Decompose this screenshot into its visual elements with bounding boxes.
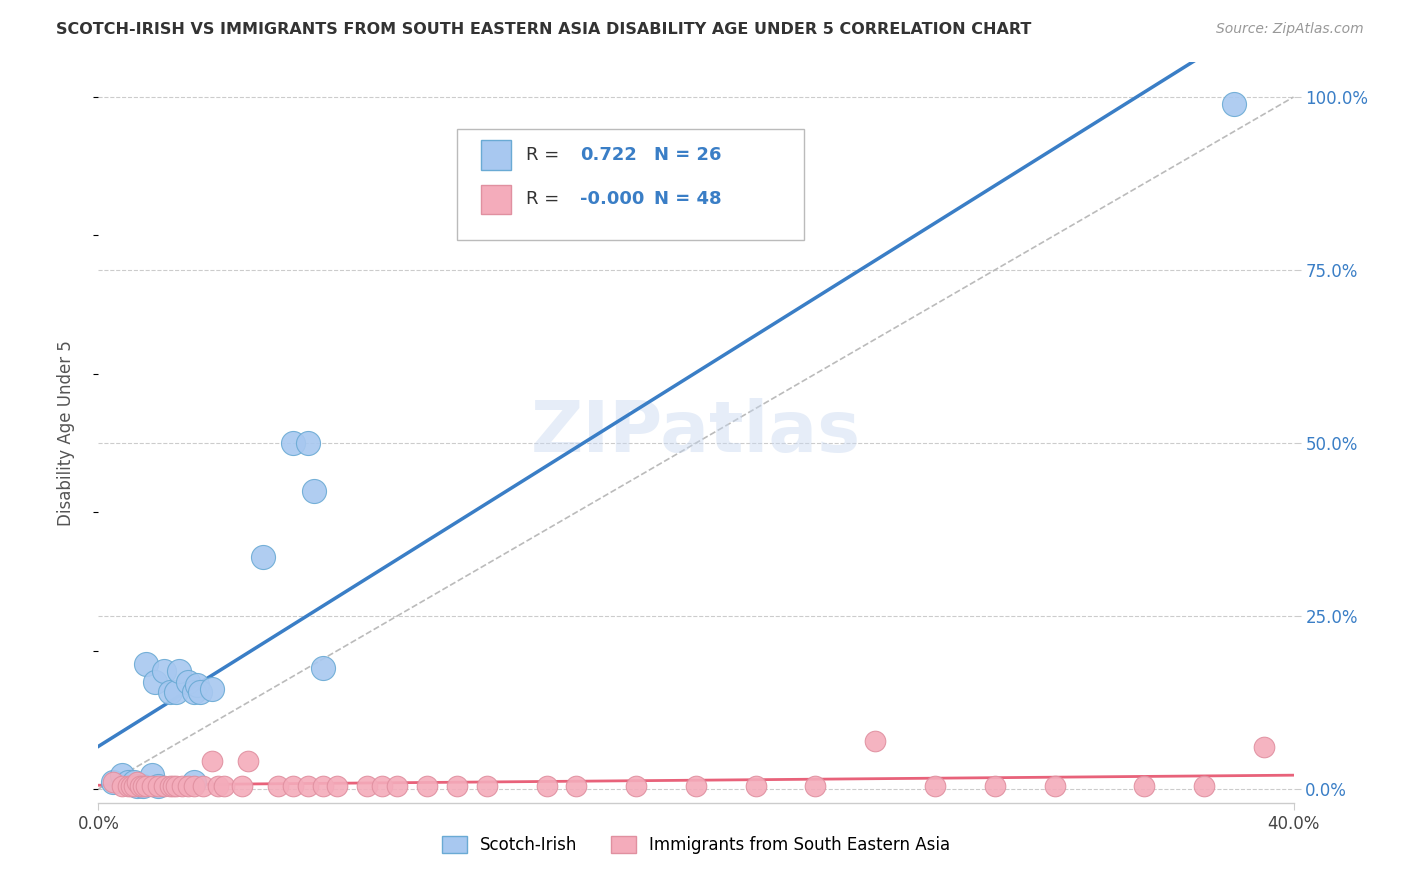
Point	[159, 685, 181, 699]
Point	[1253, 740, 1275, 755]
Point	[565, 779, 588, 793]
Point	[207, 779, 229, 793]
Point	[127, 775, 149, 789]
Point	[148, 779, 170, 793]
Text: ZIPatlas: ZIPatlas	[531, 398, 860, 467]
Point	[153, 665, 176, 679]
Point	[326, 779, 349, 793]
Point	[141, 768, 163, 782]
Point	[984, 779, 1007, 793]
Point	[212, 779, 235, 793]
Point	[127, 779, 149, 793]
Point	[124, 779, 146, 793]
Point	[167, 665, 190, 679]
Point	[165, 685, 187, 699]
Point	[201, 681, 224, 696]
Point	[183, 685, 205, 699]
Point	[267, 779, 290, 793]
Point	[924, 779, 946, 793]
Point	[356, 779, 378, 793]
Point	[1192, 779, 1215, 793]
Point	[416, 779, 439, 793]
FancyBboxPatch shape	[457, 129, 804, 240]
Text: SCOTCH-IRISH VS IMMIGRANTS FROM SOUTH EASTERN ASIA DISABILITY AGE UNDER 5 CORREL: SCOTCH-IRISH VS IMMIGRANTS FROM SOUTH EA…	[56, 22, 1032, 37]
Point	[120, 779, 142, 793]
Point	[188, 685, 211, 699]
Point	[865, 733, 887, 747]
Point	[745, 779, 768, 793]
Point	[117, 775, 139, 789]
Point	[103, 775, 125, 789]
Point	[186, 678, 208, 692]
Text: N = 26: N = 26	[654, 146, 721, 164]
Point	[281, 436, 304, 450]
Point	[311, 779, 333, 793]
Point	[252, 550, 274, 565]
Point	[177, 674, 200, 689]
Y-axis label: Disability Age Under 5: Disability Age Under 5	[56, 340, 75, 525]
FancyBboxPatch shape	[481, 140, 510, 169]
Text: N = 48: N = 48	[654, 190, 721, 209]
Point	[132, 779, 155, 793]
Text: R =: R =	[526, 146, 560, 164]
Point	[236, 754, 259, 768]
Point	[371, 779, 394, 793]
FancyBboxPatch shape	[481, 185, 510, 214]
Point	[804, 779, 827, 793]
Legend: Scotch-Irish, Immigrants from South Eastern Asia: Scotch-Irish, Immigrants from South East…	[434, 830, 957, 861]
Point	[135, 657, 157, 672]
Point	[297, 436, 319, 450]
Text: -0.000: -0.000	[581, 190, 644, 209]
Point	[183, 775, 205, 789]
Point	[446, 779, 468, 793]
Text: R =: R =	[526, 190, 560, 209]
Point	[685, 779, 707, 793]
Point	[302, 484, 325, 499]
Text: Source: ZipAtlas.com: Source: ZipAtlas.com	[1216, 22, 1364, 37]
Point	[1223, 97, 1246, 112]
Text: 0.722: 0.722	[581, 146, 637, 164]
Point	[141, 779, 163, 793]
Point	[1043, 779, 1066, 793]
Point	[162, 779, 184, 793]
Point	[159, 779, 181, 793]
Point	[281, 779, 304, 793]
Point	[111, 779, 134, 793]
Point	[129, 779, 152, 793]
Point	[231, 779, 253, 793]
Point	[135, 779, 157, 793]
Point	[385, 779, 409, 793]
Point	[124, 775, 146, 789]
Point	[183, 779, 205, 793]
Point	[297, 779, 319, 793]
Point	[311, 661, 333, 675]
Point	[201, 754, 224, 768]
Point	[172, 779, 194, 793]
Point	[626, 779, 648, 793]
Point	[475, 779, 498, 793]
Point	[536, 779, 558, 793]
Point	[111, 768, 134, 782]
Point	[143, 674, 166, 689]
Point	[191, 779, 214, 793]
Point	[177, 779, 200, 793]
Point	[103, 775, 125, 789]
Point	[1133, 779, 1156, 793]
Point	[148, 779, 170, 793]
Point	[165, 779, 187, 793]
Point	[117, 779, 139, 793]
Point	[153, 779, 176, 793]
Point	[132, 779, 155, 793]
